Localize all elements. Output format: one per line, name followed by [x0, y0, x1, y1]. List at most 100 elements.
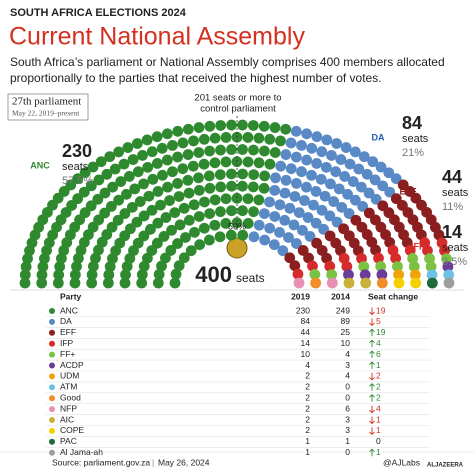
seat	[310, 277, 322, 289]
seats-2019: 2	[305, 425, 310, 435]
seat	[324, 260, 336, 272]
seat	[248, 206, 259, 218]
total-unit: seats	[236, 271, 265, 285]
seat-change: 0	[376, 436, 381, 446]
callout-share: 11%	[442, 201, 463, 213]
seat	[157, 169, 168, 181]
seat	[52, 277, 64, 289]
seat	[375, 260, 387, 272]
seat	[242, 193, 254, 205]
party-logo: DA	[372, 132, 385, 142]
majority-note: 201 seats or more to	[194, 93, 281, 104]
seat	[297, 224, 308, 236]
seat	[105, 201, 117, 212]
seat-change: 1	[376, 414, 381, 424]
seat	[280, 174, 292, 186]
seat	[349, 146, 361, 158]
seat	[397, 179, 409, 191]
seat	[279, 214, 291, 226]
seat	[165, 245, 177, 256]
seats-2019: 2	[305, 403, 310, 413]
seat	[214, 231, 226, 243]
seat	[185, 245, 197, 257]
seat	[142, 161, 154, 173]
seats-2014: 0	[345, 382, 350, 392]
seat	[269, 122, 281, 133]
seat	[153, 269, 165, 280]
seat	[85, 180, 97, 192]
seat	[231, 192, 243, 204]
seat	[136, 269, 148, 280]
seats-2019: 14	[301, 338, 311, 348]
coat-of-arms	[226, 237, 248, 259]
seat	[258, 182, 270, 194]
seat	[304, 231, 316, 242]
seats-2019: 230	[296, 305, 310, 315]
seat	[359, 269, 371, 281]
seat	[264, 222, 276, 234]
seat	[248, 144, 259, 156]
seat	[95, 156, 107, 168]
change-arrow	[369, 339, 375, 348]
footer-separator: |	[152, 457, 154, 467]
seat	[209, 219, 221, 231]
party-swatch	[49, 362, 55, 369]
seat	[152, 186, 164, 197]
seat	[86, 277, 98, 289]
table-header: Party	[60, 291, 82, 301]
subtitle: proportionally to the parties that recei…	[10, 71, 382, 85]
chart-title: Current National Assembly	[9, 23, 305, 51]
seat	[358, 151, 370, 163]
seat	[349, 194, 361, 206]
seat	[214, 169, 226, 181]
seat	[343, 208, 355, 219]
seat	[269, 211, 281, 222]
callout-seats: 14	[442, 222, 462, 242]
seat	[193, 147, 205, 158]
total-seats: 400	[195, 262, 232, 287]
seat	[407, 253, 419, 264]
seat	[193, 122, 205, 133]
seat	[284, 202, 296, 214]
seat	[151, 131, 163, 143]
seat	[104, 151, 116, 163]
seat	[187, 160, 199, 172]
seat	[253, 157, 265, 169]
seat	[302, 212, 314, 223]
seats-2019: 84	[301, 316, 311, 326]
seat	[376, 277, 388, 289]
change-arrow	[369, 448, 375, 457]
seat	[209, 194, 221, 206]
callout-unit: seats	[442, 242, 469, 254]
change-arrow	[369, 372, 375, 381]
seat-change: 1	[376, 360, 381, 370]
seat	[274, 199, 286, 211]
seat	[129, 183, 141, 195]
seat	[280, 123, 292, 135]
seat	[172, 151, 184, 163]
party-swatch	[49, 308, 55, 314]
party-swatch	[49, 438, 55, 445]
seat	[225, 229, 237, 241]
change-arrow	[369, 427, 375, 436]
seat	[311, 158, 323, 169]
seat	[146, 204, 158, 216]
majority-note: control parliament	[200, 104, 276, 115]
seat	[384, 186, 396, 198]
seat	[350, 214, 362, 226]
seat	[79, 167, 91, 179]
seat	[172, 178, 183, 189]
seat	[326, 269, 338, 280]
seat	[367, 156, 379, 168]
seat	[336, 201, 348, 213]
seat	[268, 239, 280, 251]
seat	[259, 170, 271, 182]
seats-2014: 3	[345, 425, 350, 435]
seat	[291, 238, 302, 249]
seat	[308, 199, 319, 211]
seat	[69, 277, 81, 289]
seat	[172, 238, 183, 249]
party-swatch	[49, 417, 55, 423]
seat	[112, 214, 124, 226]
seat	[279, 187, 291, 199]
